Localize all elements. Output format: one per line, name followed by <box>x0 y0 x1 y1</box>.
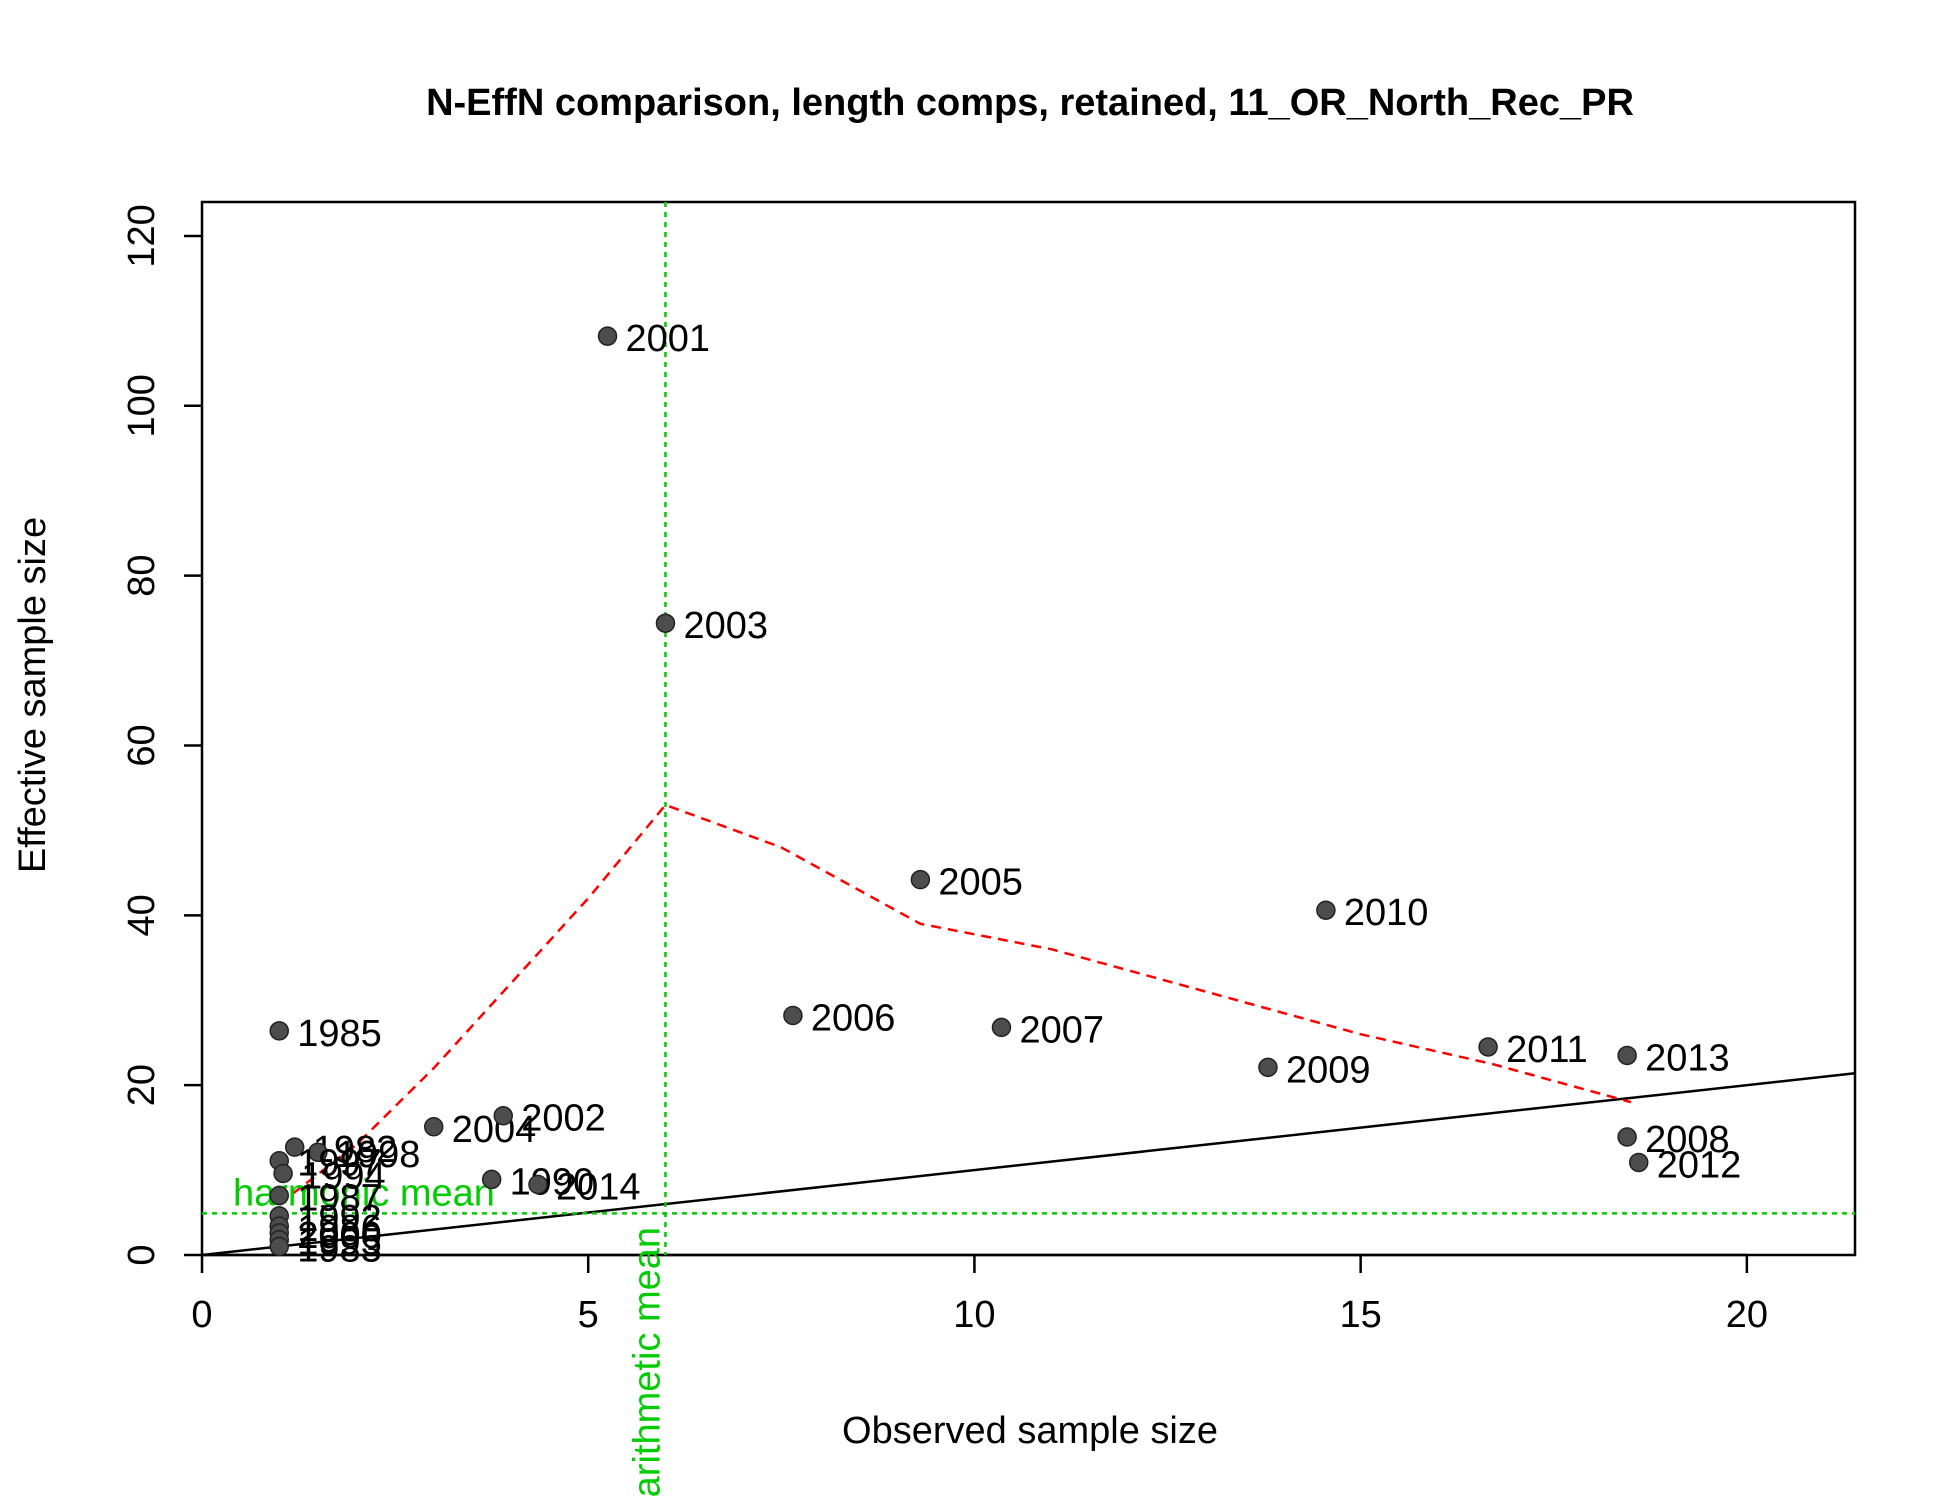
data-point <box>597 326 618 346</box>
y-tick-label: 80 <box>121 555 163 597</box>
data-point <box>1316 900 1336 920</box>
data-point-label: 1997 <box>297 1143 382 1185</box>
data-point-label: 1986 <box>297 1208 382 1250</box>
data-point-label: 1987 <box>297 1178 382 1220</box>
data-point <box>528 1174 548 1195</box>
data-point-label: 1995 <box>297 1222 382 1264</box>
y-tick-label: 0 <box>121 1244 163 1265</box>
x-axis-label: Observed sample size <box>842 1410 1218 1452</box>
data-point-label: 2000 <box>297 1215 382 1257</box>
data-point <box>269 1236 289 1257</box>
data-point-label: 2008 <box>1645 1119 1730 1161</box>
data-point-label: 2012 <box>1657 1144 1742 1186</box>
y-tick-label: 100 <box>121 374 163 437</box>
data-point-label: 1992 <box>297 1198 382 1240</box>
data-point <box>1258 1057 1278 1078</box>
data-point <box>273 1163 293 1184</box>
data-point-label: 2001 <box>626 318 711 360</box>
one-to-one-line <box>201 1072 1856 1257</box>
data-point <box>655 613 676 633</box>
data-point <box>284 1137 305 1157</box>
data-point-label: 2007 <box>1019 1009 1104 1051</box>
y-tick-label: 120 <box>121 204 163 267</box>
y-tick-label: 40 <box>121 894 163 936</box>
data-point <box>991 1017 1012 1038</box>
data-point <box>1478 1037 1498 1057</box>
y-tick-label: 20 <box>121 1064 163 1106</box>
smoother-line <box>278 803 1632 1206</box>
data-point <box>308 1142 328 1162</box>
chart-title: N-EffN comparison, length comps, retaine… <box>426 82 1634 124</box>
x-tick-label: 15 <box>1340 1294 1382 1336</box>
plot-frame <box>200 200 1857 1257</box>
y-tick-label: 60 <box>121 724 163 766</box>
data-point <box>481 1169 502 1190</box>
data-point-label: 2002 <box>521 1098 606 1140</box>
data-point-label: 1998 <box>336 1134 421 1176</box>
data-point <box>269 1021 289 1041</box>
data-point <box>269 1185 289 1206</box>
data-point <box>493 1105 513 1126</box>
data-point-label: 2010 <box>1344 892 1429 934</box>
x-tick-label: 10 <box>953 1294 995 1336</box>
data-point-label: 1994 <box>301 1155 386 1197</box>
data-point-label: 1983 <box>297 1229 382 1271</box>
data-point <box>1628 1152 1649 1173</box>
arithmetic-mean-label: arithmetic mean <box>626 1227 668 1497</box>
data-point-label: 2006 <box>811 998 896 1040</box>
x-tick-label: 0 <box>191 1294 212 1336</box>
data-point-label: 1985 <box>297 1013 382 1055</box>
x-tick-label: 20 <box>1726 1294 1768 1336</box>
data-point <box>910 869 931 890</box>
data-point-label: 2011 <box>1506 1029 1588 1071</box>
data-point-label: 2009 <box>1286 1049 1371 1091</box>
x-tick-label: 5 <box>578 1294 599 1336</box>
y-axis-label: Effective sample size <box>12 517 54 873</box>
data-point-label: 2013 <box>1645 1037 1730 1079</box>
data-point <box>1617 1127 1637 1147</box>
data-point <box>1617 1045 1637 1066</box>
data-point-label: 2003 <box>683 605 768 647</box>
data-point <box>423 1117 444 1137</box>
data-point <box>783 1005 803 1026</box>
data-point-label: 2014 <box>556 1167 641 1209</box>
data-point-label: 2005 <box>938 862 1023 904</box>
data-point-label: 1990 <box>510 1161 595 1203</box>
